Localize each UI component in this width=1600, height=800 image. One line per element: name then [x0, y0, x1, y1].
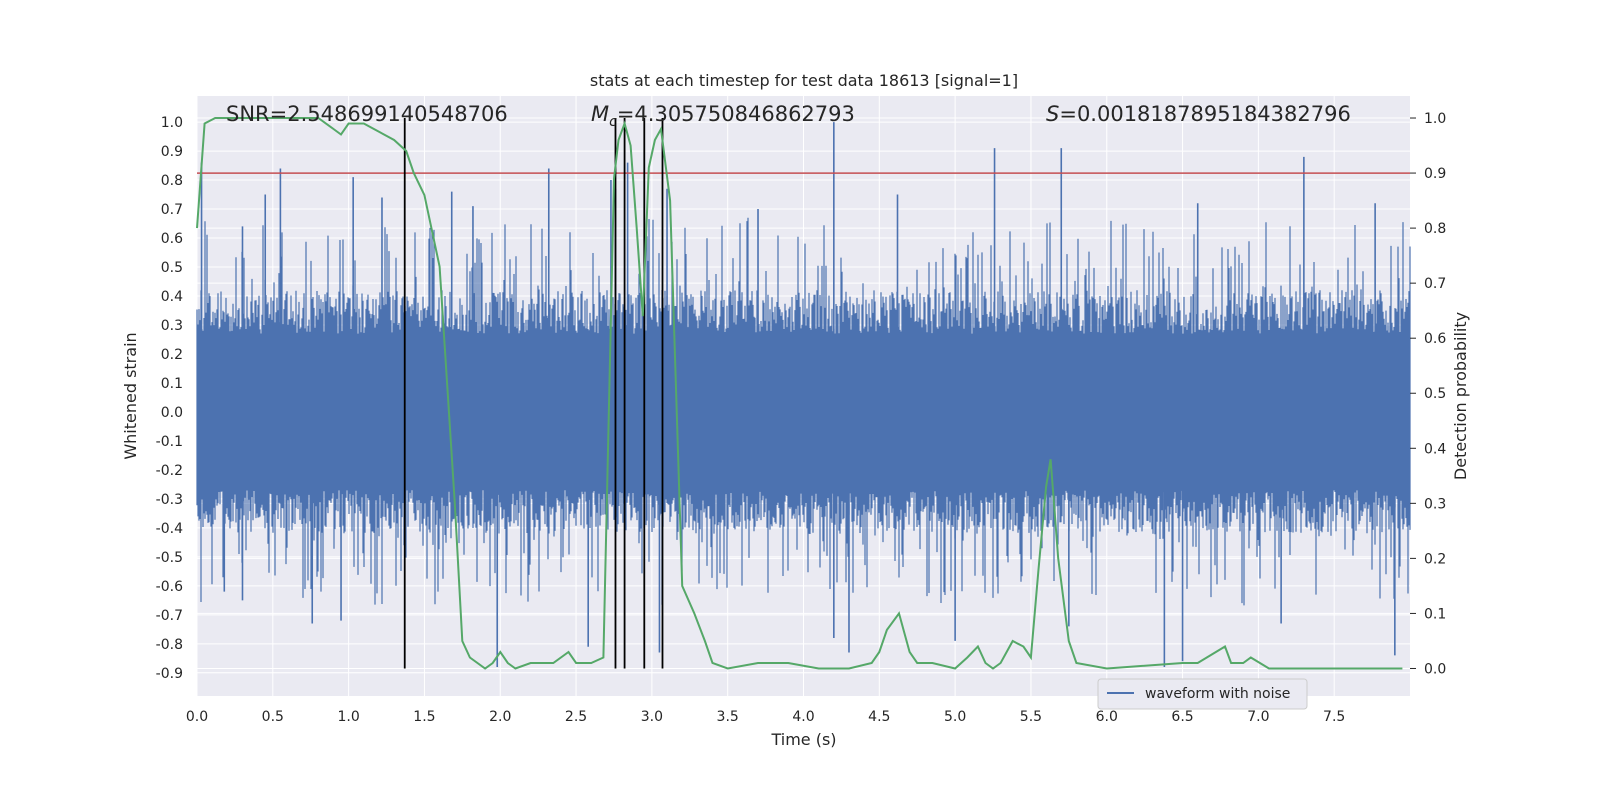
y-right-tick-label: 0.8: [1424, 221, 1446, 237]
y-right-tick-label: 0.1: [1424, 606, 1446, 622]
legend-box: [1097, 678, 1308, 710]
y-left-tick-label: -0.4: [156, 521, 183, 537]
legend: waveform with noise: [1097, 678, 1308, 710]
s-annotation: S=0.0018187895184382796: [1046, 102, 1351, 126]
y-left-tick-label: -0.8: [156, 637, 183, 653]
y-right-tick-label: 0.9: [1424, 166, 1446, 182]
y-left-tick-label: 0.1: [161, 376, 183, 392]
y-axis-right-label: Detection probability: [1451, 312, 1470, 480]
x-tick-label: 5.0: [944, 709, 966, 725]
x-tick-label: 1.0: [337, 709, 359, 725]
trigger-lines-layer: [403, 118, 664, 669]
x-tick-label: 0.0: [186, 709, 208, 725]
y-left-tick-label: 1.0: [161, 115, 183, 131]
x-tick-label: 1.5: [413, 709, 435, 725]
y-right-tick-label: 0.0: [1424, 661, 1446, 677]
x-tick-label: 2.5: [565, 709, 587, 725]
y-left-tick-label: -0.9: [156, 666, 183, 682]
y-left-tick-label: 0.3: [161, 318, 183, 334]
x-tick-label: 3.0: [641, 709, 663, 725]
chirp-mass-symbol: M: [591, 102, 609, 126]
chirp-mass-value: =4.305750846862793: [617, 102, 855, 126]
y-left-tick-label: -0.1: [156, 434, 183, 450]
y-left-tick-label: 0.2: [161, 347, 183, 363]
y-left-tick-label: 0.6: [161, 231, 183, 247]
y-right-tick-label: 0.7: [1424, 276, 1446, 292]
x-tick-label: 5.5: [1020, 709, 1042, 725]
snr-annotation: SNR=2.548699140548706: [226, 102, 508, 126]
noise-waveform-path: [196, 217, 1411, 606]
chirp-mass-annotation: Mc=4.305750846862793: [591, 102, 855, 130]
y-right-tick-label: 0.4: [1424, 441, 1446, 457]
y-left-tick-label: 0.9: [161, 144, 183, 160]
y-left-tick-label: -0.7: [156, 608, 183, 624]
y-right-tick-label: 1.0: [1424, 111, 1446, 127]
y-left-tick-label: -0.6: [156, 579, 183, 595]
legend-label: waveform with noise: [1145, 686, 1290, 702]
y-left-tick-label: -0.3: [156, 492, 183, 508]
s-value: =0.0018187895184382796: [1059, 102, 1351, 126]
x-tick-label: 4.0: [792, 709, 814, 725]
x-tick-label: 3.5: [717, 709, 739, 725]
x-axis-label: Time (s): [770, 730, 836, 749]
y-left-tick-label: 0.5: [161, 260, 183, 276]
y-left-tick-label: 0.8: [161, 173, 183, 189]
x-tick-label: 7.5: [1323, 709, 1345, 725]
y-left-tick-label: 0.4: [161, 289, 183, 305]
tick-layer: 0.0 0.5 1.0 1.5 2.0 2.5 3.0 3.5 4.0 4.5 5.0 5.5 6.0 6…: [156, 111, 1447, 725]
s-symbol: S: [1046, 102, 1059, 126]
y-right-tick-label: 0.3: [1424, 496, 1446, 512]
noise-series: [196, 122, 1411, 668]
y-left-tick-label: -0.5: [156, 550, 183, 566]
y-axis-left-label: Whitened strain: [121, 332, 140, 459]
y-left-tick-label: 0.7: [161, 202, 183, 218]
x-tick-label: 0.5: [262, 709, 284, 725]
probability-series: [196, 117, 1403, 670]
x-tick-label: 6.5: [1171, 709, 1193, 725]
y-right-tick-label: 0.2: [1424, 551, 1446, 567]
chart-title: stats at each timestep for test data 186…: [590, 71, 1018, 90]
y-left-tick-label: -0.2: [156, 463, 183, 479]
x-tick-label: 7.0: [1247, 709, 1269, 725]
probability-line: [196, 117, 1403, 670]
y-right-tick-label: 0.5: [1424, 386, 1446, 402]
chirp-mass-subscript: c: [609, 114, 617, 130]
x-tick-label: 6.0: [1096, 709, 1118, 725]
x-tick-label: 4.5: [868, 709, 890, 725]
y-left-tick-label: 0.0: [161, 405, 183, 421]
y-right-tick-label: 0.6: [1424, 331, 1446, 347]
x-tick-label: 2.0: [489, 709, 511, 725]
